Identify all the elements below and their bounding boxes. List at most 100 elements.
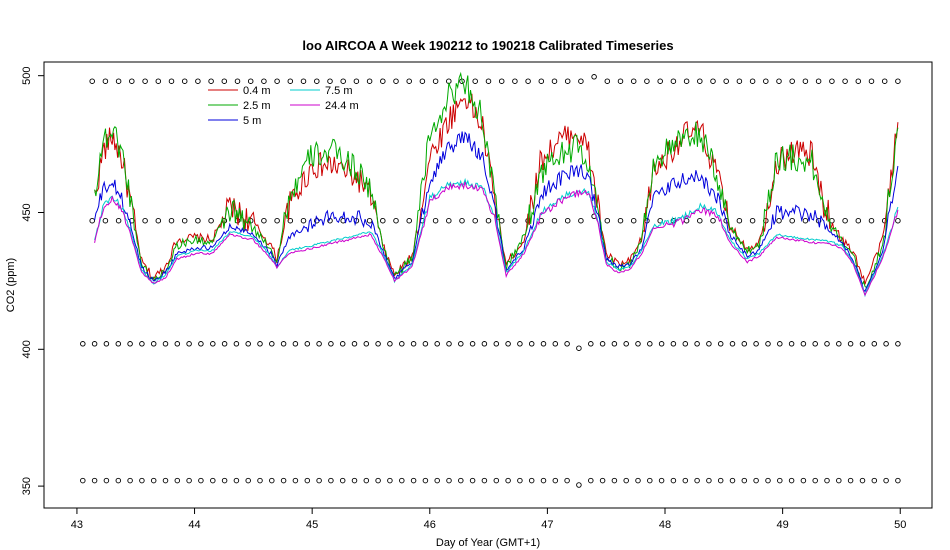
data-point-marker (328, 477, 334, 484)
data-point-marker (257, 477, 263, 484)
data-point-marker (168, 217, 175, 224)
data-point-marker (723, 78, 729, 84)
legend-label: 0.4 m (243, 85, 271, 97)
data-point-marker (127, 477, 133, 484)
data-point-marker (829, 78, 835, 84)
data-point-marker (91, 477, 98, 484)
data-point-marker (551, 217, 558, 224)
data-point-marker (611, 477, 618, 484)
data-point-marker (221, 477, 228, 484)
y-tick-label: 450 (21, 203, 33, 221)
data-point-marker (812, 341, 818, 347)
data-point-marker (498, 217, 505, 224)
data-point-marker (481, 477, 488, 484)
data-point-marker (353, 78, 360, 84)
marker-rows (80, 74, 901, 488)
data-point-marker (657, 78, 663, 84)
data-point-marker (836, 341, 842, 347)
data-point-marker (245, 477, 251, 484)
data-point-marker (393, 78, 399, 84)
data-point-marker (599, 477, 606, 484)
data-point-marker (469, 341, 476, 347)
data-point-marker (591, 74, 597, 80)
chart-title: loo AIRCOA A Week 190212 to 190218 Calib… (302, 38, 673, 53)
data-point-marker (115, 78, 122, 84)
legend-label: 7.5 m (325, 85, 353, 97)
data-point-marker (458, 477, 464, 484)
data-point-marker (80, 341, 86, 347)
data-point-marker (710, 217, 716, 224)
data-point-marker (859, 341, 866, 347)
data-point-marker (300, 217, 307, 224)
data-point-marker (871, 341, 878, 347)
x-tick-label: 43 (71, 519, 83, 531)
y-tick-label: 350 (21, 477, 33, 495)
data-point-marker (115, 477, 122, 484)
data-point-marker (682, 341, 689, 347)
data-point-marker (824, 477, 830, 484)
data-point-marker (300, 78, 307, 84)
data-point-marker (208, 78, 214, 84)
data-point-marker (706, 341, 712, 347)
data-point-marker (749, 217, 756, 224)
data-point-marker (261, 217, 267, 224)
data-point-marker (800, 477, 807, 484)
data-point-marker (340, 78, 346, 84)
data-point-marker (274, 217, 280, 224)
x-tick-label: 46 (424, 519, 436, 531)
data-point-marker (588, 477, 594, 484)
data-point-marker (868, 78, 875, 84)
data-point-marker (139, 477, 145, 484)
data-point-marker (186, 341, 192, 347)
data-point-marker (493, 477, 500, 484)
data-point-marker (269, 477, 275, 484)
data-point-marker (682, 477, 689, 484)
data-point-marker (658, 341, 665, 347)
data-point-marker (498, 78, 505, 84)
data-point-marker (717, 477, 724, 484)
data-point-marker (741, 341, 748, 347)
data-point-marker (777, 477, 783, 484)
data-point-marker (406, 78, 412, 84)
data-point-marker (578, 78, 584, 84)
data-point-marker (155, 78, 162, 84)
data-point-marker (375, 341, 381, 347)
data-point-marker (635, 477, 641, 484)
data-point-marker (210, 477, 216, 484)
data-point-marker (446, 217, 452, 224)
data-point-marker (694, 477, 700, 484)
data-point-marker (387, 341, 393, 347)
data-point-marker (525, 78, 531, 84)
data-point-marker (181, 78, 188, 84)
data-point-marker (789, 217, 795, 224)
data-point-marker (855, 217, 862, 224)
data-point-marker (181, 217, 188, 224)
data-point-marker (552, 341, 559, 347)
data-point-marker (564, 341, 570, 347)
data-point-marker (481, 341, 488, 347)
data-point-marker (422, 477, 429, 484)
data-point-marker (883, 477, 889, 484)
data-point-marker (763, 78, 769, 84)
data-point-marker (233, 477, 240, 484)
data-point-marker (380, 217, 386, 224)
data-point-marker (800, 341, 807, 347)
series-line-5-m (94, 131, 899, 293)
data-point-marker (316, 477, 322, 484)
data-point-marker (630, 78, 637, 84)
data-point-marker (150, 341, 157, 347)
data-point-marker (788, 341, 795, 347)
data-point-marker (406, 217, 412, 224)
x-tick-label: 49 (777, 519, 789, 531)
data-point-marker (485, 217, 492, 224)
x-axis: 43 44 45 46 47 48 49 50 (71, 508, 906, 531)
x-axis-label: Day of Year (GMT+1) (436, 537, 540, 549)
series-line-24-4-m (94, 181, 899, 297)
data-point-marker (280, 341, 287, 347)
data-point-marker (150, 477, 157, 484)
data-point-marker (564, 78, 571, 84)
data-point-marker (469, 477, 476, 484)
data-point-marker (517, 477, 523, 484)
data-point-marker (168, 78, 175, 84)
data-point-marker (89, 217, 95, 224)
